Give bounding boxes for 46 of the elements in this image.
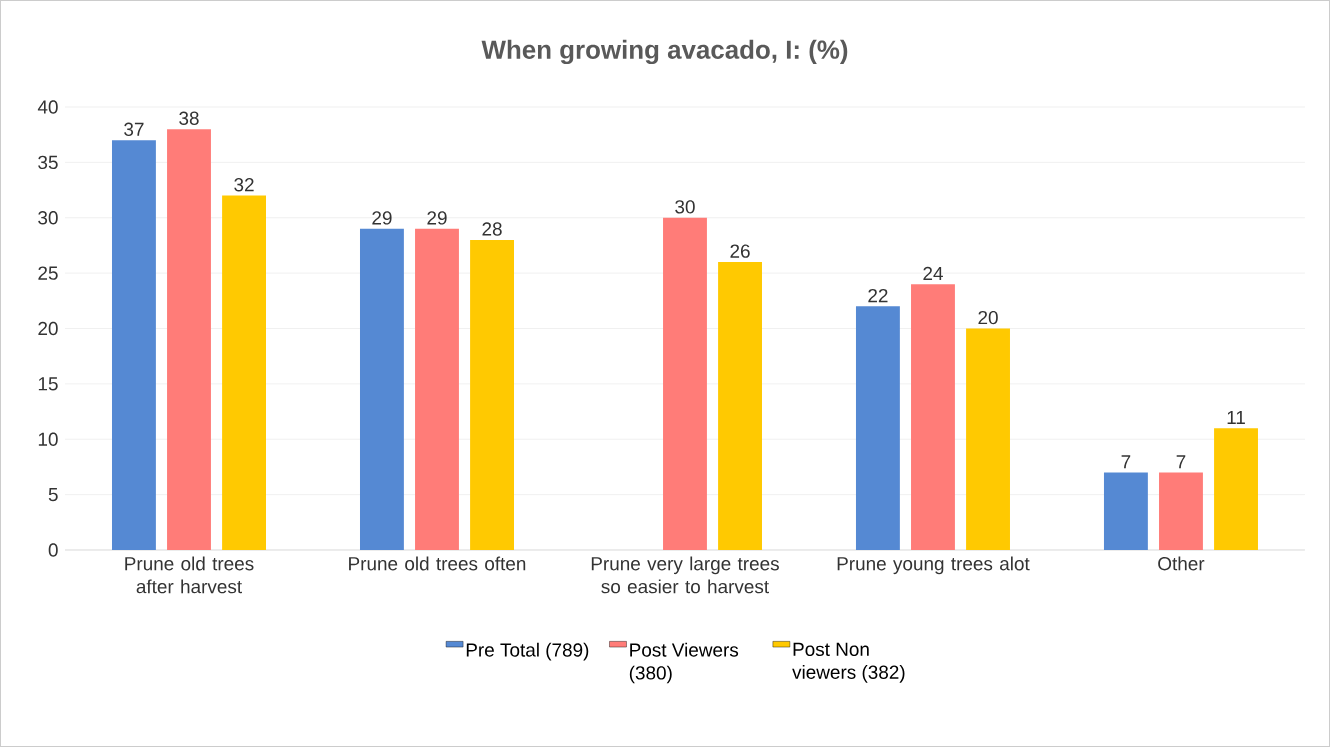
data-label: 38 [179, 111, 199, 125]
bar [1103, 472, 1148, 550]
chart-title: When growing avacado, I: (%) [481, 39, 848, 65]
data-label: 22 [868, 288, 888, 303]
bar [470, 239, 514, 550]
bar [111, 140, 156, 550]
bar [718, 262, 762, 550]
bar [1159, 472, 1203, 550]
data-label: 11 [1227, 410, 1245, 424]
x-tick-label: Prune very large trees so easier to harvest [591, 556, 779, 594]
y-tick-label: 20 [38, 321, 58, 336]
data-label: 24 [923, 266, 943, 280]
y-tick-label: 5 [48, 488, 58, 502]
legend-label: Post Non viewers (382) [792, 642, 905, 683]
x-tick-label: Other [1158, 556, 1205, 571]
bar [222, 195, 266, 550]
data-label: 29 [427, 211, 447, 225]
data-label: 7 [1121, 455, 1131, 469]
y-tick-label: 0 [48, 543, 58, 557]
x-tick-label: Prune old trees after harvest [125, 556, 254, 594]
x-tick-label: Prune young trees alot [837, 556, 1030, 575]
data-label: 30 [675, 200, 695, 214]
data-label: 32 [234, 177, 254, 192]
data-label: 20 [978, 310, 998, 325]
bar [1214, 428, 1258, 550]
data-label: 28 [482, 222, 502, 236]
y-tick-label: 25 [38, 266, 58, 280]
y-tick-label: 15 [38, 377, 58, 391]
y-tick-label: 10 [38, 432, 58, 446]
bar [167, 129, 211, 550]
data-label: 37 [124, 122, 144, 137]
bar [663, 217, 707, 550]
legend-label: Post Viewers (380) [629, 642, 739, 684]
bar [359, 228, 404, 550]
y-tick-label: 40 [37, 100, 58, 114]
data-label: 26 [730, 244, 750, 258]
data-label: 29 [372, 211, 392, 225]
x-tick-label: Prune old trees often [349, 556, 526, 571]
y-tick-label: 30 [38, 211, 58, 225]
data-label: 7 [1176, 455, 1186, 469]
bar [415, 228, 459, 550]
y-tick-label: 35 [38, 155, 58, 170]
legend-label: Pre Total (789) [466, 642, 589, 661]
bar [911, 284, 955, 550]
bar [855, 306, 900, 550]
bar [966, 328, 1010, 550]
